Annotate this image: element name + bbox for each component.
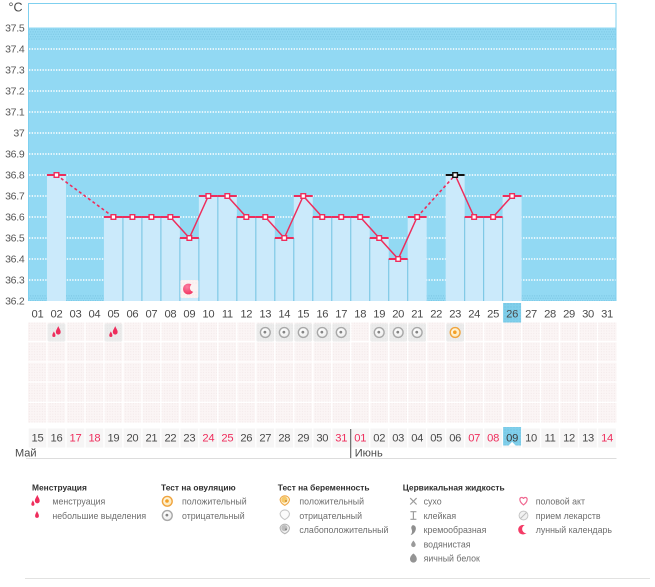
svg-text:37.5: 37.5 [5, 23, 25, 35]
svg-text:37: 37 [13, 128, 25, 140]
svg-text:19: 19 [373, 308, 385, 320]
svg-text:02: 02 [51, 308, 63, 320]
svg-text:31: 31 [335, 433, 347, 445]
svg-text:менструация: менструация [52, 497, 105, 507]
svg-text:36.7: 36.7 [5, 191, 25, 203]
svg-text:19: 19 [108, 433, 120, 445]
svg-text:отрицательный: отрицательный [182, 511, 245, 521]
svg-text:лунный календарь: лунный календарь [536, 525, 613, 535]
svg-text:Тест на беременность: Тест на беременность [278, 483, 370, 493]
svg-text:яичный белок: яичный белок [424, 554, 480, 564]
svg-text:отрицательный: отрицательный [299, 511, 362, 521]
svg-text:37.1: 37.1 [5, 107, 25, 119]
svg-text:06: 06 [126, 308, 138, 320]
svg-text:28: 28 [278, 433, 290, 445]
svg-text:01: 01 [354, 433, 366, 445]
svg-text:10: 10 [525, 433, 537, 445]
svg-text:21: 21 [411, 308, 423, 320]
svg-text:22: 22 [430, 308, 442, 320]
svg-text:15: 15 [297, 308, 309, 320]
svg-text:сухо: сухо [424, 497, 442, 507]
svg-text:Май: Май [15, 447, 37, 459]
svg-text:36.4: 36.4 [5, 254, 25, 266]
svg-text:18: 18 [354, 308, 366, 320]
svg-text:36.9: 36.9 [5, 149, 25, 161]
svg-text:06: 06 [449, 433, 461, 445]
svg-text:16: 16 [316, 308, 328, 320]
svg-text:водянистая: водянистая [424, 539, 471, 549]
svg-text:14: 14 [278, 308, 290, 320]
svg-text:Тест на овуляцию: Тест на овуляцию [161, 483, 236, 493]
svg-text:14: 14 [601, 433, 613, 445]
svg-text:03: 03 [70, 308, 82, 320]
svg-text:30: 30 [582, 308, 594, 320]
svg-text:26: 26 [240, 433, 252, 445]
svg-text:24: 24 [468, 308, 480, 320]
svg-text:прием лекарств: прием лекарств [536, 511, 601, 521]
svg-text:08: 08 [487, 433, 499, 445]
svg-text:11: 11 [545, 433, 556, 445]
svg-text:13: 13 [259, 308, 271, 320]
svg-text:Цервикальная жидкость: Цервикальная жидкость [403, 483, 505, 493]
svg-text:20: 20 [392, 308, 404, 320]
svg-text:36.8: 36.8 [5, 170, 25, 182]
svg-text:09: 09 [506, 433, 518, 445]
svg-text:36.3: 36.3 [5, 275, 25, 287]
svg-text:23: 23 [449, 308, 461, 320]
svg-text:04: 04 [89, 308, 101, 320]
svg-text:05: 05 [430, 433, 442, 445]
svg-text:13: 13 [582, 433, 594, 445]
svg-text:36.5: 36.5 [5, 233, 25, 245]
svg-text:29: 29 [563, 308, 575, 320]
svg-text:21: 21 [145, 433, 157, 445]
svg-text:небольшие выделения: небольшие выделения [52, 511, 146, 521]
svg-text:03: 03 [392, 433, 404, 445]
svg-text:11: 11 [222, 308, 233, 320]
svg-text:Менструация: Менструация [32, 483, 87, 493]
svg-text:слабоположительный: слабоположительный [299, 525, 388, 535]
svg-text:02: 02 [373, 433, 385, 445]
svg-text:23: 23 [183, 433, 195, 445]
svg-text:27: 27 [525, 308, 537, 320]
svg-text:28: 28 [544, 308, 556, 320]
svg-text:36.2: 36.2 [5, 296, 25, 308]
svg-text:08: 08 [164, 308, 176, 320]
svg-text:05: 05 [108, 308, 120, 320]
svg-text:22: 22 [164, 433, 176, 445]
svg-text:Июнь: Июнь [355, 447, 383, 459]
svg-text:°C: °C [9, 1, 23, 15]
svg-text:37.4: 37.4 [5, 44, 25, 56]
svg-text:10: 10 [202, 308, 214, 320]
svg-text:12: 12 [240, 308, 252, 320]
svg-text:положительный: положительный [299, 497, 364, 507]
svg-text:25: 25 [487, 308, 499, 320]
svg-text:15: 15 [32, 433, 44, 445]
svg-text:01: 01 [32, 308, 44, 320]
svg-text:24: 24 [202, 433, 214, 445]
svg-text:половой акт: половой акт [536, 497, 585, 507]
svg-text:кремообразная: кремообразная [424, 525, 487, 535]
svg-text:07: 07 [468, 433, 480, 445]
svg-text:25: 25 [221, 433, 233, 445]
svg-text:16: 16 [51, 433, 63, 445]
svg-text:04: 04 [411, 433, 423, 445]
svg-text:12: 12 [563, 433, 575, 445]
svg-text:07: 07 [145, 308, 157, 320]
svg-text:36.6: 36.6 [5, 212, 25, 224]
svg-text:37.3: 37.3 [5, 65, 25, 77]
svg-text:положительный: положительный [182, 497, 247, 507]
svg-text:31: 31 [601, 308, 613, 320]
svg-text:17: 17 [70, 433, 82, 445]
svg-text:26: 26 [506, 308, 518, 320]
svg-text:18: 18 [89, 433, 101, 445]
svg-text:30: 30 [316, 433, 328, 445]
svg-text:20: 20 [126, 433, 138, 445]
svg-text:29: 29 [297, 433, 309, 445]
svg-text:27: 27 [259, 433, 271, 445]
svg-text:17: 17 [335, 308, 347, 320]
svg-text:37.2: 37.2 [5, 86, 25, 98]
svg-text:09: 09 [183, 308, 195, 320]
svg-text:клейкая: клейкая [424, 511, 457, 521]
